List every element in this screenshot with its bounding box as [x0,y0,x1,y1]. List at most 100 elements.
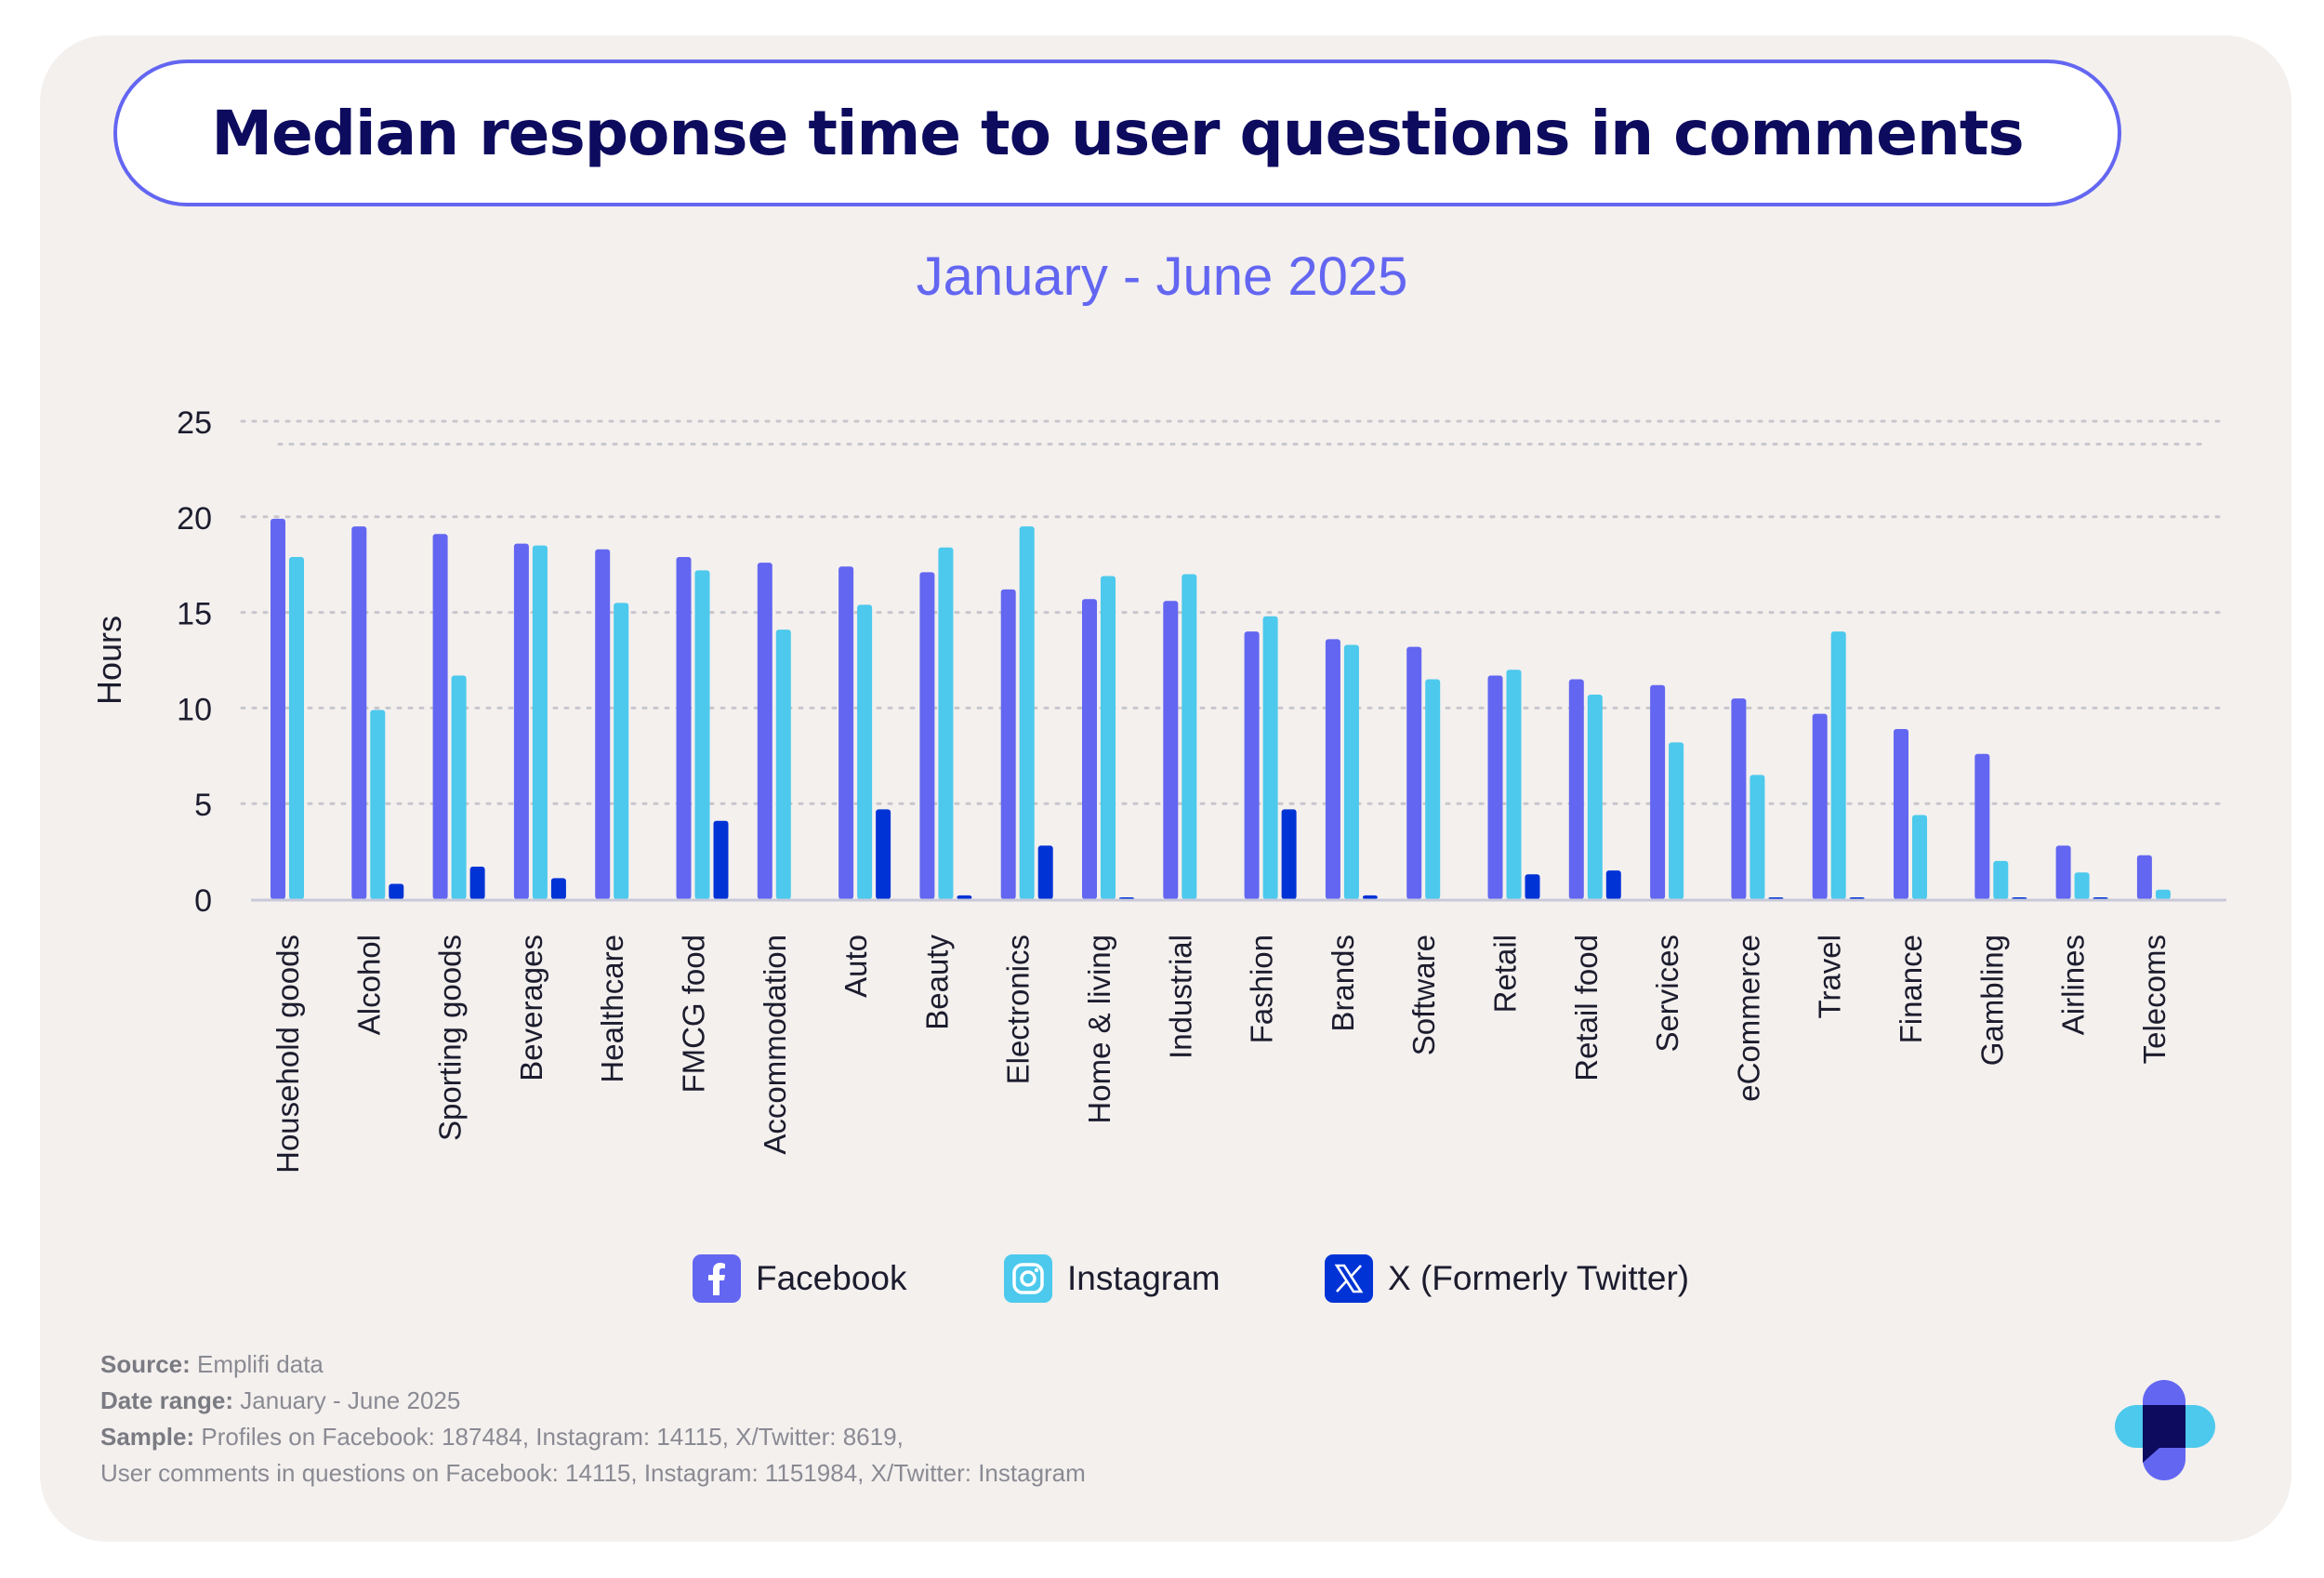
bar-facebook [2055,845,2071,899]
bar-facebook [1406,646,1422,899]
bar-facebook [1244,631,1260,899]
x-tick-label: Travel [1813,935,1847,1018]
x-tick-label: eCommerce [1731,935,1765,1102]
x-tick-label: Household goods [271,935,305,1174]
x-tick-label: Sporting goods [433,935,468,1141]
x-tick-label: Beauty [919,935,954,1030]
bar-instagram [2074,872,2090,899]
y-tick-label: 20 [177,501,212,537]
bar-facebook [919,572,935,899]
bar-facebook [1568,679,1584,899]
bar-instagram [1182,574,1197,899]
bar-x [713,820,729,899]
bar-instagram [1425,679,1441,899]
x-tick-label: Telecoms [2137,935,2172,1064]
bar-facebook [1974,753,1990,899]
title-banner: Median response time to user questions i… [113,60,2121,206]
bar-instagram [370,709,386,899]
bar-chart: 0 5 10 15 20 25 Hours Household goods Alcohol S… [90,405,2228,1174]
bar-facebook [271,518,285,899]
bar-instagram [694,570,710,899]
x-axis-labels: Household goods Alcohol Sporting goods Beve… [271,935,2172,1174]
x-tick-label: Accommodation [758,935,792,1155]
bar-instagram [1262,616,1278,899]
bar-instagram [1343,644,1359,899]
sample-line-2: User comments in questions on Facebook: … [100,1459,1086,1487]
bar-instagram [1669,742,1684,899]
x-tick-label: Healthcare [595,935,629,1083]
x-tick-label: Industrial [1163,935,1197,1059]
bar-facebook [1000,589,1016,899]
bar-facebook [351,526,367,899]
bar-instagram [1912,815,1927,899]
sample-line: Sample: Profiles on Facebook: 187484, In… [100,1423,904,1451]
bar-facebook [595,549,611,899]
bar-facebook [1731,698,1747,899]
bar-instagram [289,556,304,899]
bar-instagram [2155,889,2171,899]
legend-label-x: X (Formerly Twitter) [1388,1259,1690,1297]
bar-x [957,895,972,899]
x-tick-label: Fashion [1245,935,1279,1043]
bar-instagram [1019,526,1035,899]
legend-label-facebook: Facebook [756,1259,907,1297]
bar-facebook [432,534,448,899]
x-tick-label: Electronics [1001,935,1036,1084]
bars [271,518,2171,899]
bar-facebook [1812,713,1828,899]
bar-instagram [1506,670,1522,899]
footer-notes: Source: Emplifi data Date range: January… [100,1346,1086,1492]
x-tick-label: Services [1650,935,1684,1053]
bar-facebook [676,556,692,899]
x-tick-label: Alcohol [351,935,386,1035]
bar-x [1525,874,1540,899]
bar-x [1849,896,1865,899]
bar-facebook [1325,639,1340,899]
bar-facebook [1487,675,1503,899]
y-axis-label: Hours [90,616,128,705]
bar-instagram [1587,695,1603,899]
legend-instagram: Instagram [1004,1253,1221,1305]
bar-facebook [2136,855,2152,899]
bar-x [1281,809,1297,899]
bar-x [1119,896,1134,899]
y-tick-label: 15 [177,597,212,632]
bar-x [1037,845,1053,899]
y-axis-ticks: 0 5 10 15 20 25 [177,405,212,919]
bar-instagram [451,675,467,899]
instagram-icon [1004,1254,1052,1303]
bar-x [1768,896,1784,899]
x-tick-label: Airlines [2056,935,2091,1035]
legend-facebook: Facebook [693,1253,907,1305]
bar-facebook [1894,729,1908,899]
y-tick-label: 5 [194,788,212,823]
bar-instagram [857,604,873,899]
x-tick-label: Software [1406,935,1441,1055]
x-tick-label: Beverages [514,935,548,1081]
x-tick-label: FMCG food [677,935,711,1094]
legend-label-instagram: Instagram [1067,1259,1221,1297]
facebook-icon [693,1254,741,1303]
bar-instagram [1750,775,1765,899]
bar-instagram [1993,860,2009,899]
bar-x [389,883,404,899]
bar-instagram [532,545,548,899]
x-tick-label: Retail food [1569,935,1604,1081]
bar-instagram [775,630,791,899]
bar-facebook [838,566,854,899]
emplifi-logo [2115,1380,2215,1480]
bar-instagram [614,603,629,899]
y-tick-label: 0 [194,883,212,919]
bar-x [1362,895,1378,899]
bar-x [550,878,566,899]
bar-x [2012,896,2027,899]
bar-x [469,867,485,899]
x-tick-label: Auto [838,935,873,998]
bar-instagram [1101,576,1116,899]
x-icon [1325,1254,1373,1303]
x-tick-label: Brands [1326,935,1360,1032]
x-tick-label: Home & living [1082,935,1116,1124]
bar-x [876,809,891,899]
bar-x [2093,896,2108,899]
y-tick-label: 25 [177,405,212,441]
